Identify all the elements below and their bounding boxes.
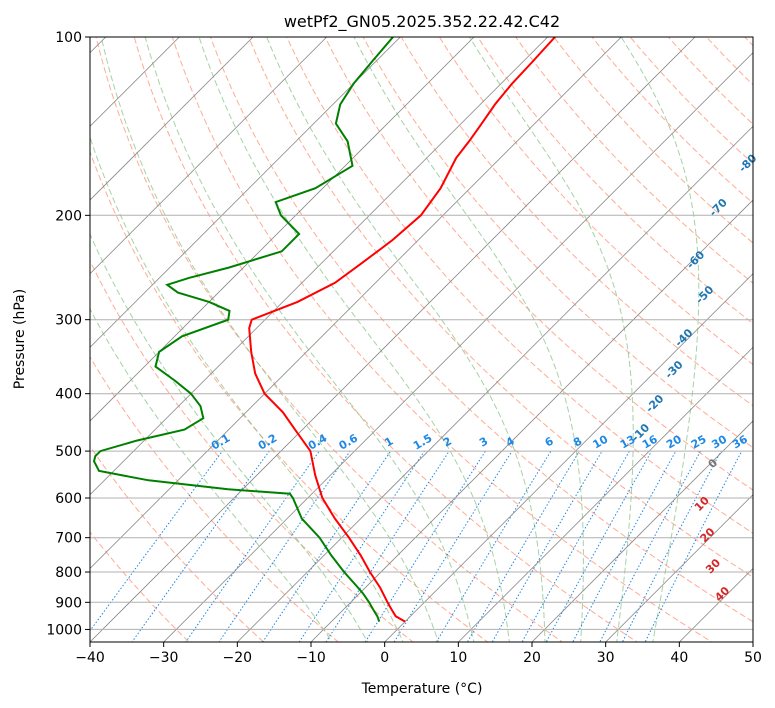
isotherm-line [90,37,696,642]
mixing-ratio-line [621,450,722,642]
traces [92,37,556,623]
isotherm-line [90,37,328,275]
isotherm-line [90,37,180,127]
y-tick-label: 200 [55,208,82,224]
isotherm-line [163,52,753,642]
mixing-ratio-line [545,450,653,642]
y-tick-label: 300 [55,313,82,329]
dry-adiabat-line [90,259,414,642]
isotherm-line [90,37,401,348]
y-tick-label: 1000 [46,622,82,638]
x-tick-label: 30 [597,650,615,666]
y-axis: 1000 900 800 700 600 500 400 300 200 100 [46,30,90,638]
isotherm-line [90,37,254,201]
mixing-ratio-line [491,450,603,642]
y-tick-label: 400 [55,387,82,403]
x-tick-label: −30 [149,650,179,666]
mixing-ratio-line [521,450,630,642]
dry-adiabat-line [629,37,753,165]
dry-adiabat-line [90,531,190,642]
x-tick-label: 20 [523,650,541,666]
grid [90,37,753,642]
x-tick-label: 50 [744,650,762,666]
dry-adiabat-line [362,37,753,449]
mixing-ratio-line [644,450,743,642]
x-axis: −40 −30 −20 −10 0 10 20 30 40 50 [75,642,762,666]
isotherm-line [384,273,753,642]
mixing-ratio-line [435,450,552,642]
dry-adiabat-line [324,37,753,491]
y-tick-label: 600 [55,491,82,507]
y-axis-label: Pressure (hPa) [12,289,28,389]
plot-area [90,37,753,642]
x-axis-label: Temperature (°C) [361,681,483,697]
x-tick-label: 10 [449,650,467,666]
dewpoint-trace [92,37,394,622]
y-tick-label: 700 [55,531,82,547]
mixing-ratio-line [325,450,450,642]
y-tick-label: 800 [55,565,82,581]
mixing-ratio-line [262,450,392,642]
isotherm-line [310,199,753,642]
mixing-ratio-line [185,450,320,642]
x-tick-label: −20 [223,650,253,666]
dry-adiabat-line [95,37,564,642]
dry-adiabat-line [400,37,753,407]
y-tick-label: 900 [55,595,82,611]
isotherm-line [531,420,753,642]
y-tick-label: 100 [55,30,82,46]
x-tick-label: 0 [380,650,389,666]
isotherm-line [90,37,475,422]
mixing-ratio-line [218,450,351,642]
x-tick-label: 40 [670,650,688,666]
isotherm-line [457,346,753,642]
x-tick-label: −10 [296,650,326,666]
y-tick-label: 500 [55,444,82,460]
dry-adiabat-line [90,150,489,642]
dry-adiabat-line [438,37,753,366]
dry-adiabat-line [171,37,713,642]
isotherm-line [236,125,753,642]
chart-title: wetPf2_GN05.2025.352.22.42.C42 [284,12,560,32]
isotherm-line [90,37,549,496]
isotherm-line [90,37,622,569]
dry-adiabat-line [133,37,638,642]
dry-adiabat-line [210,37,753,623]
mixing-ratio-line [393,450,513,642]
temperature-trace [248,37,556,623]
isotherm-line [605,494,753,642]
dry-adiabat-line [286,37,753,534]
plot-frame [89,36,754,643]
x-tick-label: −40 [75,650,105,666]
dry-adiabat-line [90,445,265,642]
